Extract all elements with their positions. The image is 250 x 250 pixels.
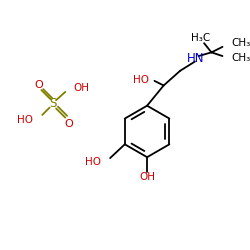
Text: OH: OH <box>139 172 155 182</box>
Text: OH: OH <box>74 83 90 93</box>
Text: HN: HN <box>187 52 204 65</box>
Text: O: O <box>34 80 43 90</box>
Text: O: O <box>64 119 73 129</box>
Text: H₃C: H₃C <box>191 33 210 43</box>
Text: CH₃: CH₃ <box>232 53 250 63</box>
Text: CH₃: CH₃ <box>232 38 250 48</box>
Text: HO: HO <box>85 157 101 167</box>
Text: S: S <box>50 97 57 110</box>
Text: HO: HO <box>17 116 33 126</box>
Text: HO: HO <box>133 75 149 85</box>
